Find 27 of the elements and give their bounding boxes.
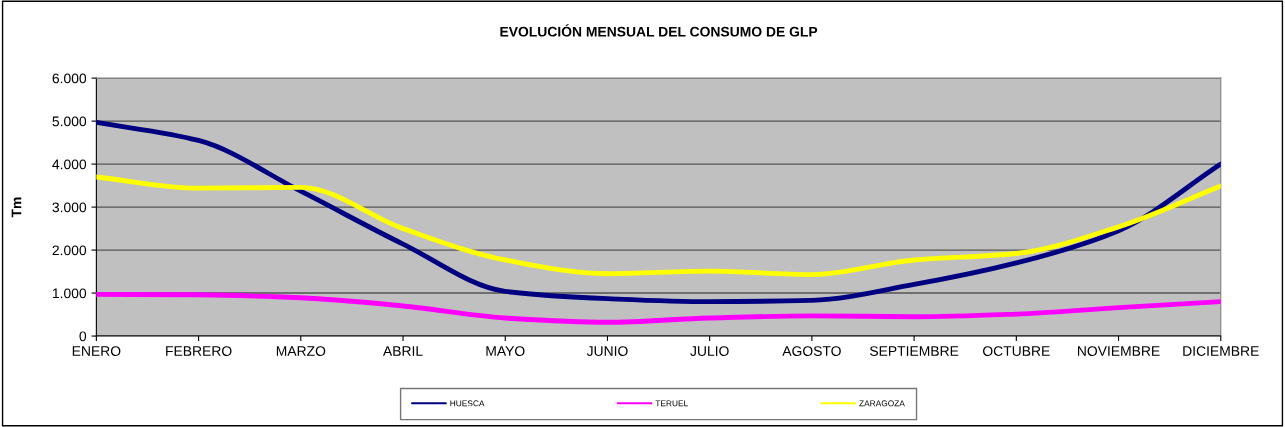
line-series [96,291,1221,325]
y-tick-label: 5.000 [52,116,87,127]
y-tick-label: 2.000 [52,245,87,256]
x-tick-label: MAYO [486,346,525,356]
x-tick-label: OCTUBRE [983,346,1050,356]
x-tick-label: SEPTIEMBRE [869,346,959,356]
y-tick-label: 6.000 [52,73,87,84]
x-tick-label: AGOSTO [782,346,841,356]
x-tick-label: ENERO [72,346,121,356]
y-tick-label: 1.000 [52,288,87,299]
line-series [96,174,1221,278]
legend-label: HUESCA [450,400,485,407]
x-tick-label: NOVIEMBRE [1078,346,1160,356]
y-tick-label: 3.000 [52,202,87,213]
x-tick-label: JUNIO [586,346,628,356]
y-axis-title: Tm [11,197,22,218]
y-tick-label: 0 [79,331,87,342]
legend-label: TERUEL [655,400,688,407]
line-series [96,119,1221,305]
x-tick-label: FEBRERO [166,346,232,356]
legend-label: ZARAGOZA [859,400,905,407]
x-tick-label: JULIO [690,346,729,356]
y-tick-label: 4.000 [52,159,87,170]
x-tick-label: MARZO [276,346,326,356]
chart-title: EVOLUCIÓN MENSUAL DEL CONSUMO DE GLP [500,24,818,37]
x-tick-label: ABRIL [382,346,423,356]
x-tick-label: DICIEMBRE [1183,346,1259,356]
